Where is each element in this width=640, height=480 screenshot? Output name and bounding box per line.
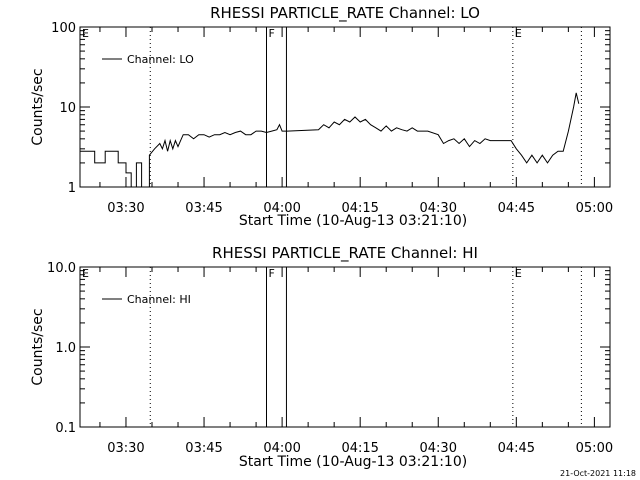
y-tick-label: 10.0 — [47, 261, 76, 276]
event-marker-label: F — [268, 27, 274, 40]
plot-frame — [79, 26, 611, 188]
y-tick-label: 100 — [51, 21, 76, 36]
x-tick-label: 04:30 — [420, 201, 457, 216]
x-tick-label: 03:30 — [107, 201, 144, 216]
legend-label: Channel: LO — [127, 53, 194, 66]
x-axis-label: Start Time (10-Aug-13 03:21:10) — [239, 454, 467, 470]
event-marker-label: E — [82, 267, 89, 280]
x-tick-label: 03:45 — [185, 441, 222, 456]
series-line-0 — [80, 92, 580, 188]
x-tick-label: 04:15 — [341, 441, 378, 456]
y-axis-label: Counts/sec — [30, 308, 46, 385]
y-tick-label: 1.0 — [55, 341, 76, 356]
event-marker-label: E — [515, 27, 522, 40]
y-tick-label: 0.1 — [55, 421, 76, 436]
x-axis-label: Start Time (10-Aug-13 03:21:10) — [239, 213, 467, 229]
event-marker-label: E — [82, 27, 89, 40]
x-tick-label: 03:30 — [107, 441, 144, 456]
event-marker-label: E — [515, 267, 522, 280]
y-tick-label: 10 — [59, 101, 76, 116]
y-axis-label: Counts/sec — [30, 68, 46, 145]
y-tick-label: 1 — [68, 181, 76, 196]
chart-panel-1: RHESSI PARTICLE_RATE Channel: LO 1 10 100 Co… — [30, 4, 613, 229]
event-marker-label: F — [268, 267, 274, 280]
x-tick-label: 04:45 — [498, 441, 535, 456]
chart-panel-2: RHESSI PARTICLE_RATE Channel: HI 0.1 1.0 10… — [30, 244, 613, 470]
x-tick-label: 04:00 — [263, 441, 300, 456]
x-tick-label: 04:45 — [498, 201, 535, 216]
x-tick-label: 05:00 — [576, 201, 613, 216]
chart-title: RHESSI PARTICLE_RATE Channel: HI — [212, 244, 478, 263]
legend-label: Channel: HI — [127, 293, 191, 306]
x-tick-label: 04:00 — [263, 201, 300, 216]
x-tick-label: 04:30 — [420, 441, 457, 456]
x-tick-label: 05:00 — [576, 441, 613, 456]
timestamp-label: 21-Oct-2021 11:18 — [560, 469, 636, 478]
plot-frame — [79, 266, 611, 428]
x-tick-label: 03:45 — [185, 201, 222, 216]
x-tick-label: 04:15 — [341, 201, 378, 216]
chart-title: RHESSI PARTICLE_RATE Channel: LO — [210, 4, 480, 23]
